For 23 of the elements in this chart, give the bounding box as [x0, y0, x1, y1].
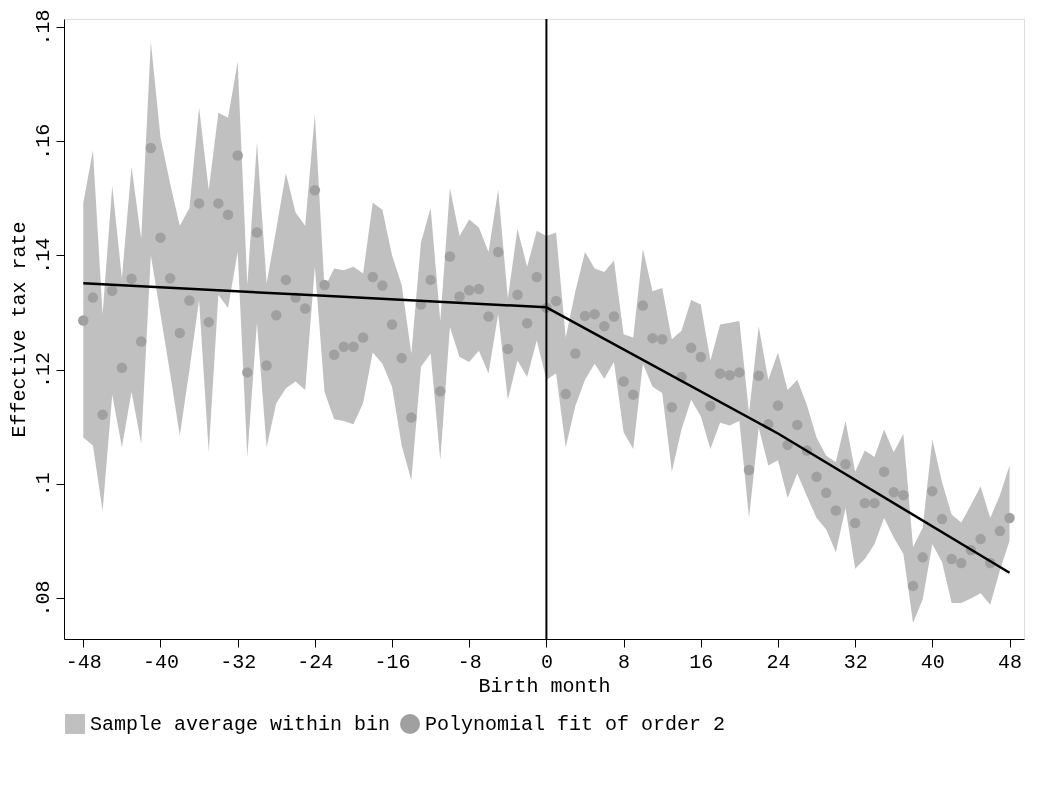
x-tick-label: 8: [618, 650, 631, 674]
y-axis-title: Effective tax rate: [7, 221, 31, 438]
x-tick-label: 24: [766, 650, 791, 674]
y-tick-label: .1: [31, 472, 55, 497]
y-tick-label: .08: [31, 580, 55, 617]
x-tick-label: -32: [220, 650, 257, 674]
y-tick-label: .14: [31, 237, 55, 274]
y-tick-label: .18: [31, 9, 55, 46]
x-tick-label: -40: [142, 650, 179, 674]
y-tick-label: .12: [31, 352, 55, 389]
x-tick-label: 48: [998, 650, 1023, 674]
x-tick-label: -8: [457, 650, 482, 674]
x-tick-label: -24: [297, 650, 334, 674]
text: Sample average within bin: [90, 713, 391, 736]
legend-label: Polynomial fit of order 2: [425, 713, 726, 736]
x-tick-label: 40: [920, 650, 945, 674]
x-tick-label: 32: [843, 650, 868, 674]
x-tick-label: -16: [374, 650, 411, 674]
x-axis-title: Birth month: [478, 674, 611, 698]
x-tick-label: -48: [65, 650, 102, 674]
x-tick-label: 16: [689, 650, 714, 674]
x-tick-label: 0: [540, 650, 553, 674]
y-tick-label: .16: [31, 123, 55, 160]
